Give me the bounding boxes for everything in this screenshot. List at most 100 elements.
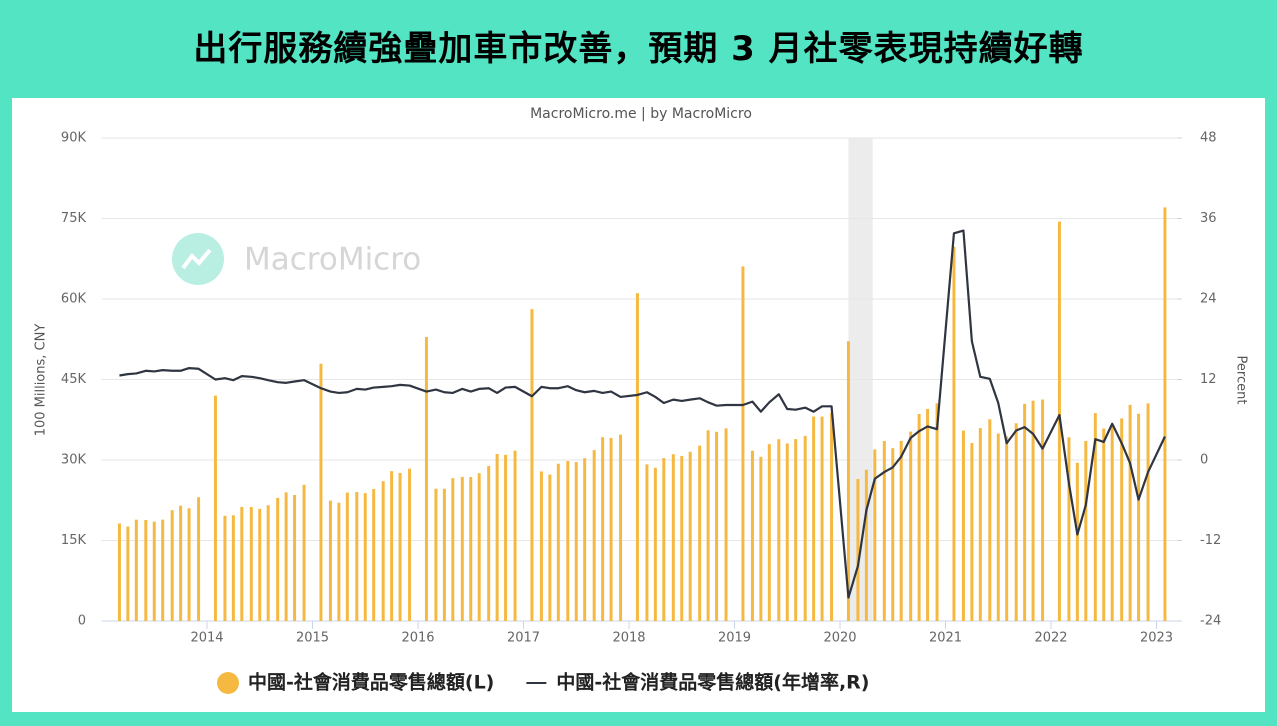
chart-subtitle: MacroMicro.me | by MacroMicro bbox=[530, 106, 752, 122]
bar bbox=[794, 439, 798, 621]
bar bbox=[803, 435, 807, 621]
bar bbox=[451, 478, 455, 621]
bar bbox=[1146, 403, 1150, 621]
bar bbox=[408, 468, 412, 621]
bar bbox=[899, 440, 903, 621]
x-tick-label: 2020 bbox=[823, 631, 856, 646]
bar bbox=[952, 246, 956, 622]
y-axis-title: 100 Millions, CNY bbox=[34, 324, 49, 437]
bar bbox=[812, 416, 816, 621]
bar bbox=[487, 466, 491, 621]
bar bbox=[619, 434, 623, 621]
bar bbox=[249, 507, 253, 621]
bar bbox=[187, 508, 191, 621]
watermark-icon bbox=[172, 233, 224, 285]
legend-symbol bbox=[217, 672, 239, 694]
x-tick-label: 2023 bbox=[1140, 631, 1173, 646]
bar bbox=[1093, 413, 1097, 621]
bar bbox=[1102, 428, 1106, 621]
bar bbox=[935, 403, 939, 621]
bar bbox=[161, 519, 165, 621]
bar bbox=[276, 497, 280, 621]
bar bbox=[1075, 462, 1079, 621]
bar bbox=[1128, 404, 1132, 621]
bar bbox=[372, 489, 376, 621]
bar bbox=[961, 430, 965, 621]
bar bbox=[460, 476, 464, 621]
bar bbox=[926, 408, 930, 621]
x-tick-label: 2022 bbox=[1034, 631, 1067, 646]
bar bbox=[653, 467, 657, 621]
bar bbox=[1023, 403, 1027, 621]
bar bbox=[134, 519, 138, 621]
bar bbox=[213, 395, 217, 621]
bar bbox=[741, 266, 745, 621]
bar bbox=[698, 445, 702, 621]
bar bbox=[398, 472, 402, 621]
legend-label: 中國-社會消費品零售總額(年增率,R) bbox=[556, 671, 869, 694]
bar bbox=[1067, 437, 1071, 621]
y-tick-label: 0 bbox=[78, 614, 86, 629]
bar bbox=[706, 430, 710, 621]
bar bbox=[337, 502, 341, 621]
bar bbox=[179, 505, 183, 621]
bar bbox=[873, 449, 877, 621]
bar bbox=[539, 471, 543, 621]
bar bbox=[1163, 207, 1167, 621]
x-tick-label: 2021 bbox=[929, 631, 962, 646]
bar bbox=[1084, 440, 1088, 621]
bar bbox=[909, 431, 913, 621]
bar bbox=[240, 506, 244, 621]
y-tick-label: 60K bbox=[61, 292, 87, 307]
bar bbox=[381, 481, 385, 621]
bar bbox=[126, 526, 130, 621]
bar bbox=[223, 515, 227, 621]
bar bbox=[469, 477, 473, 621]
x-tick-label: 2019 bbox=[718, 631, 751, 646]
bar bbox=[777, 439, 781, 621]
bar bbox=[231, 515, 235, 621]
y-tick-label: 75K bbox=[61, 211, 87, 226]
bar bbox=[345, 492, 349, 621]
bar bbox=[750, 450, 754, 621]
bar bbox=[144, 519, 148, 621]
bar bbox=[328, 500, 332, 621]
bar bbox=[645, 464, 649, 621]
bar bbox=[1137, 413, 1141, 621]
bar bbox=[978, 428, 982, 621]
bar bbox=[767, 444, 771, 621]
bar bbox=[996, 433, 1000, 621]
bar bbox=[566, 461, 570, 621]
bar bbox=[284, 492, 288, 621]
bar bbox=[688, 451, 692, 621]
bar bbox=[583, 458, 587, 621]
y-tick-label: 45K bbox=[61, 372, 87, 387]
bar bbox=[1005, 436, 1009, 621]
bar bbox=[592, 450, 596, 621]
bar bbox=[319, 363, 323, 621]
y-tick-label: 90K bbox=[61, 131, 87, 146]
bar bbox=[170, 510, 174, 621]
bar bbox=[442, 488, 446, 621]
x-tick-label: 2015 bbox=[296, 631, 329, 646]
y2-tick-label: 24 bbox=[1200, 292, 1217, 307]
bar bbox=[601, 437, 605, 621]
bar bbox=[724, 428, 728, 621]
bar bbox=[846, 341, 850, 621]
bar bbox=[830, 412, 834, 621]
bar bbox=[513, 450, 517, 621]
bar bbox=[1120, 418, 1124, 621]
bar bbox=[882, 441, 886, 621]
bar bbox=[715, 431, 719, 621]
bar bbox=[574, 462, 578, 621]
bar bbox=[820, 416, 824, 621]
bar bbox=[390, 471, 394, 621]
bar bbox=[355, 492, 359, 621]
bar bbox=[504, 454, 508, 621]
bar bbox=[266, 505, 270, 621]
bar bbox=[495, 453, 499, 621]
y2-axis-title: Percent bbox=[1234, 356, 1249, 405]
watermark-text: MacroMicro bbox=[244, 242, 421, 278]
